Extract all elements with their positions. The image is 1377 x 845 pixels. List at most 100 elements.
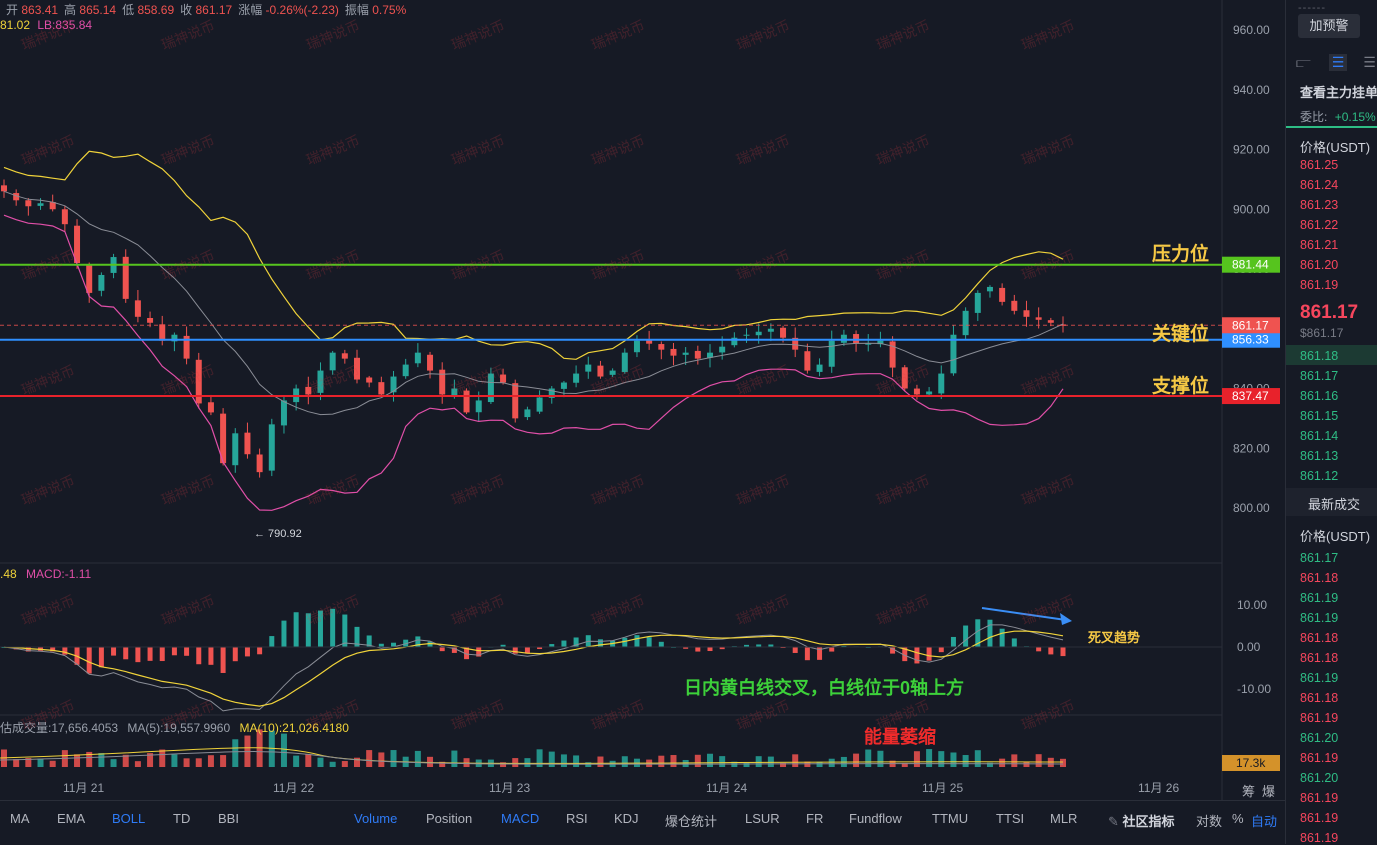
depth-bids-icon[interactable]: ☰: [1328, 54, 1348, 71]
add-alert-button[interactable]: 加预警: [1298, 14, 1360, 38]
subtab-6[interactable]: LSUR: [745, 811, 780, 826]
volume-bar-43: [524, 758, 531, 767]
trade-price: 861.19: [1300, 751, 1339, 765]
volume-bar-51: [621, 756, 628, 767]
community-label: 社区指标: [1122, 814, 1175, 829]
volume-bar-59: [719, 756, 726, 767]
percent-scale-toggle[interactable]: %: [1232, 811, 1244, 826]
candle-body-77: [938, 373, 945, 394]
macd-bar-66: [804, 647, 810, 661]
ask-price[interactable]: 861.20: [1300, 258, 1339, 272]
corner-chip-2[interactable]: 爆: [1262, 784, 1276, 799]
subtab-4[interactable]: KDJ: [614, 811, 639, 826]
bid-price[interactable]: 861.14: [1300, 429, 1339, 443]
bid-price[interactable]: 861.12: [1300, 469, 1339, 483]
candle-body-38: [463, 390, 470, 413]
bid-price[interactable]: 861.13: [1300, 449, 1339, 463]
volume-bar-4: [49, 760, 56, 767]
candle-body-34: [414, 352, 421, 364]
macd-bar-23: [281, 620, 287, 647]
candle-body-35: [427, 354, 434, 371]
candle-body-19: [232, 433, 239, 466]
candle-body-76: [926, 391, 933, 395]
tab-ma[interactable]: MA: [10, 811, 30, 826]
ask-price[interactable]: 861.21: [1300, 238, 1339, 252]
subtab-2[interactable]: MACD: [501, 811, 540, 826]
macd-bar-24: [293, 612, 299, 647]
macd-axis-tick-2: -10.00: [1237, 682, 1271, 696]
price-chart[interactable]: 960.00940.00920.00900.00880.00860.00840.…: [0, 0, 1285, 800]
volume-bar-65: [792, 754, 799, 767]
bid-depth-highlight: [1286, 345, 1377, 365]
subtab-5[interactable]: 爆仓统计: [665, 814, 718, 829]
ask-price[interactable]: 861.25: [1300, 158, 1339, 172]
subtab-8[interactable]: Fundflow: [849, 811, 902, 826]
ohlc-value-5: 0.75%: [372, 3, 407, 17]
subtab-10[interactable]: TTSI: [996, 811, 1025, 826]
boll-lb-value: LB:835.84: [37, 18, 93, 32]
volume-bar-12: [147, 753, 154, 767]
bid-price[interactable]: 861.17: [1300, 369, 1339, 383]
macd-bar-18: [220, 647, 226, 673]
x-axis-tick-4: 11月 25: [922, 781, 963, 795]
auto-scale-toggle[interactable]: 自动: [1251, 814, 1278, 829]
volume-bar-80: [974, 750, 981, 767]
macd-bar-27: [330, 608, 336, 647]
depth-mode-icons: ⫍ ☰ ☰: [1296, 54, 1376, 71]
boll-mid-line: [3, 190, 1064, 416]
subtab-9[interactable]: TTMU: [932, 811, 969, 826]
ratio-bar: [1286, 126, 1377, 128]
bid-price[interactable]: 861.15: [1300, 409, 1339, 423]
candle-body-41: [500, 374, 507, 383]
trade-price: 861.18: [1300, 651, 1339, 665]
macd-bar-65: [792, 647, 798, 653]
candle-body-60: [731, 337, 738, 346]
volume-bar-27: [329, 761, 336, 767]
bid-price[interactable]: 861.16: [1300, 389, 1339, 403]
candle-body-2: [25, 200, 32, 207]
volume-bar-56: [682, 759, 689, 767]
volume-tag-text: 17.3k: [1236, 756, 1266, 770]
ask-price[interactable]: 861.22: [1300, 218, 1339, 232]
macd-bar-62: [756, 644, 762, 647]
tab-td[interactable]: TD: [173, 811, 191, 826]
ask-price[interactable]: 861.23: [1300, 198, 1339, 212]
tab-bbi[interactable]: BBI: [218, 811, 239, 826]
subtab-0[interactable]: Volume: [354, 811, 398, 826]
bid-price[interactable]: 861.18: [1300, 349, 1339, 363]
chart-area[interactable]: 960.00940.00920.00900.00880.00860.00840.…: [0, 0, 1285, 843]
subtab-11[interactable]: MLR: [1050, 811, 1078, 826]
subtab-7[interactable]: FR: [806, 811, 824, 826]
macd-bar-78: [950, 636, 956, 647]
subtab-1[interactable]: Position: [426, 811, 473, 826]
volume-bar-17: [207, 755, 214, 767]
subtab-3[interactable]: RSI: [566, 811, 588, 826]
macd-value: MACD:-1.11: [26, 567, 92, 581]
depth-both-icon[interactable]: ⫍: [1296, 54, 1311, 70]
candle-body-51: [621, 352, 628, 372]
depth-title[interactable]: 查看主力挂单: [1300, 85, 1377, 100]
volume-bar-2: [25, 758, 32, 767]
corner-chip-1[interactable]: 筹: [1242, 784, 1256, 799]
level-tag-text-2: 837.47: [1232, 389, 1269, 403]
volume-bar-45: [548, 751, 555, 767]
community-indicators-button[interactable]: ✎ 社区指标: [1108, 811, 1175, 830]
ask-price[interactable]: 861.24: [1300, 178, 1339, 192]
candle-body-55: [670, 348, 677, 356]
tab-boll[interactable]: BOLL: [112, 811, 146, 826]
macd-bar-82: [999, 628, 1005, 647]
ask-price[interactable]: 861.19: [1300, 278, 1339, 292]
volume-bar-38: [463, 758, 470, 767]
tab-ema[interactable]: EMA: [57, 811, 86, 826]
candle-body-30: [366, 377, 373, 383]
log-scale-toggle[interactable]: 对数: [1196, 814, 1223, 829]
depth-asks-icon[interactable]: ☰: [1363, 54, 1376, 70]
macd-bar-11: [135, 647, 141, 663]
ratio-label-text: 委比:: [1300, 110, 1328, 124]
macd-bar-2: [25, 647, 31, 652]
candle-body-32: [390, 376, 397, 393]
macd-dea-line: [3, 630, 1064, 707]
recent-trades-title[interactable]: 最新成交: [1308, 497, 1361, 512]
volume-legend: 估成交量:17,656.4053 MA(5):19,557.9960 MA(10…: [0, 719, 349, 736]
candle-body-79: [962, 310, 969, 336]
